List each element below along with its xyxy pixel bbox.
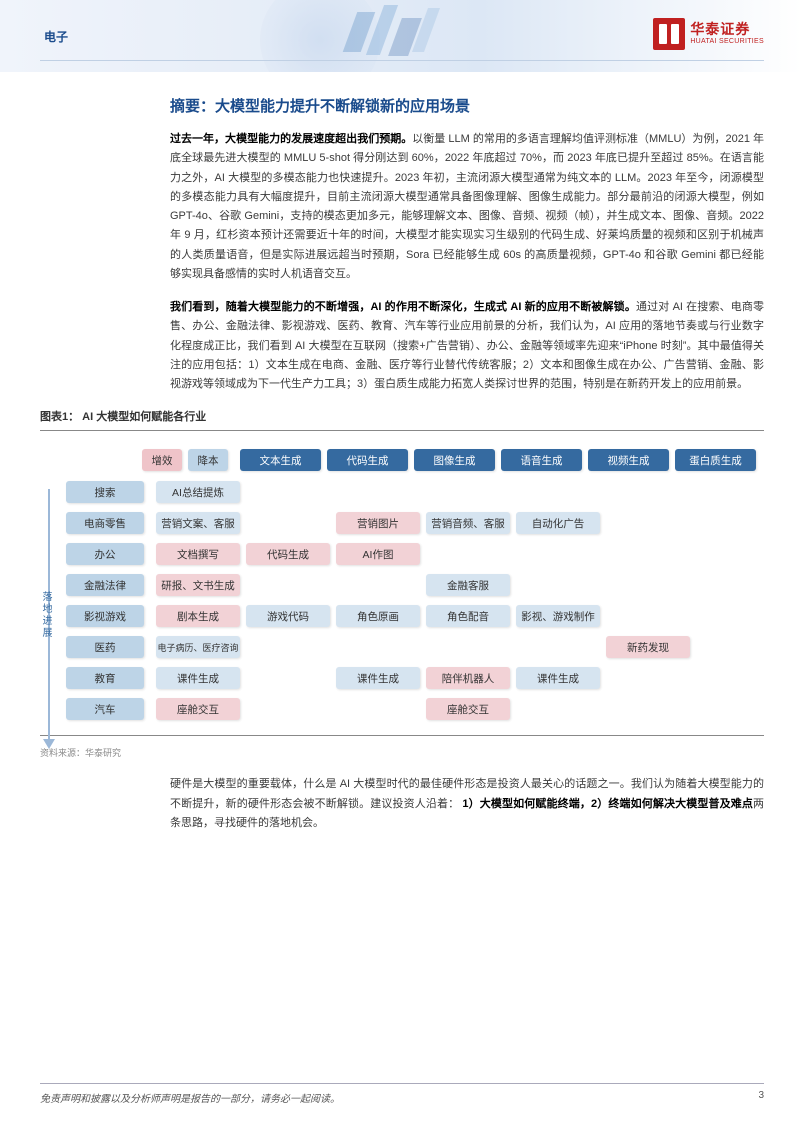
category-label: 电子: [44, 28, 68, 45]
para3-bold: 1）大模型如何赋能终端，2）终端如何解决大模型普及难点: [462, 798, 753, 810]
logo-mark-icon: [653, 18, 685, 50]
row-label: 金融法律: [66, 574, 144, 596]
row-label: 医药: [66, 636, 144, 658]
cell: 角色原画: [336, 605, 420, 627]
cell: 代码生成: [246, 543, 330, 565]
head-text-gen: 文本生成: [240, 449, 321, 471]
row-label: 教育: [66, 667, 144, 689]
cell: 营销音频、客服: [426, 512, 510, 534]
cell: 角色配音: [426, 605, 510, 627]
footer-page-number: 3: [758, 1090, 764, 1105]
chart-bottom-rule: [40, 735, 764, 736]
cell: 课件生成: [516, 667, 600, 689]
cell: 自动化广告: [516, 512, 600, 534]
page-title: 摘要：大模型能力提升不断解锁新的应用场景: [170, 95, 764, 116]
row-office: 办公 文档撰写 代码生成 AI作图: [66, 543, 756, 565]
para1-body: 以衡量 LLM 的常用的多语言理解均值评测标准（MMLU）为例，2021 年底全…: [170, 133, 764, 280]
brand-logo: 华泰证券 HUATAI SECURITIES: [653, 18, 764, 50]
cell: 剧本生成: [156, 605, 240, 627]
paragraph-1: 过去一年，大模型能力的发展速度超出我们预期。以衡量 LLM 的常用的多语言理解均…: [170, 130, 764, 284]
page-footer: 免责声明和披露以及分析师声明是报告的一部分，请务必一起阅读。 3: [40, 1083, 764, 1105]
head-code-gen: 代码生成: [327, 449, 408, 471]
row-ecommerce: 电商零售 营销文案、客服 营销图片 营销音频、客服 自动化广告: [66, 512, 756, 534]
logo-text-en: HUATAI SECURITIES: [690, 38, 764, 46]
row-pharma: 医药 电子病历、医疗咨询 新药发现: [66, 636, 756, 658]
cell: 营销文案、客服: [156, 512, 240, 534]
para1-lead: 过去一年，大模型能力的发展速度超出我们预期。: [170, 133, 412, 145]
cell: 金融客服: [426, 574, 510, 596]
row-education: 教育 课件生成 课件生成 陪伴机器人 课件生成: [66, 667, 756, 689]
row-auto: 汽车 座舱交互 座舱交互: [66, 698, 756, 720]
row-label: 汽车: [66, 698, 144, 720]
cell: 座舱交互: [426, 698, 510, 720]
cell: AI作图: [336, 543, 420, 565]
cell: 研报、文书生成: [156, 574, 240, 596]
head-protein-gen: 蛋白质生成: [675, 449, 756, 471]
header-rule: [40, 60, 764, 61]
chart-title-rule: [40, 430, 764, 431]
cell: 影视、游戏制作: [516, 605, 600, 627]
legend-zengxiao: 增效: [142, 449, 182, 471]
row-search: 搜索 AI总结提炼: [66, 481, 756, 503]
cell: 陪伴机器人: [426, 667, 510, 689]
para2-body: 通过对 AI 在搜索、电商零售、办公、金融法律、影视游戏、医药、教育、汽车等行业…: [170, 301, 764, 390]
para2-lead: 我们看到，随着大模型能力的不断增强，AI 的作用不断深化，生成式 AI 新的应用…: [170, 301, 636, 313]
legend-jiangben: 降本: [188, 449, 228, 471]
footer-disclaimer: 免责声明和披露以及分析师声明是报告的一部分，请务必一起阅读。: [40, 1090, 340, 1105]
logo-text-cn: 华泰证券: [690, 22, 764, 37]
paragraph-2: 我们看到，随着大模型能力的不断增强，AI 的作用不断深化，生成式 AI 新的应用…: [170, 298, 764, 394]
head-video-gen: 视频生成: [588, 449, 669, 471]
cell: 营销图片: [336, 512, 420, 534]
cell: 新药发现: [606, 636, 690, 658]
paragraph-3: 硬件是大模型的重要载体，什么是 AI 大模型时代的最佳硬件形态是投资人最关心的话…: [170, 775, 764, 833]
chart-source: 资料来源：华泰研究: [40, 746, 764, 759]
chart-header-row: 增效 降本 文本生成 代码生成 图像生成 语音生成 视频生成 蛋白质生成: [142, 449, 756, 471]
cell: 游戏代码: [246, 605, 330, 627]
chart-title: 图表1： AI 大模型如何赋能各行业: [40, 408, 764, 424]
cell: 电子病历、医疗咨询: [156, 636, 240, 658]
row-label: 搜索: [66, 481, 144, 503]
cell: 课件生成: [336, 667, 420, 689]
chart-matrix: 落地进展 增效 降本 文本生成 代码生成 图像生成 语音生成 视频生成 蛋白质生…: [40, 441, 760, 733]
cell: 文档撰写: [156, 543, 240, 565]
row-label: 影视游戏: [66, 605, 144, 627]
head-image-gen: 图像生成: [414, 449, 495, 471]
head-voice-gen: 语音生成: [501, 449, 582, 471]
cell: AI总结提炼: [156, 481, 240, 503]
cell: 课件生成: [156, 667, 240, 689]
cell: 座舱交互: [156, 698, 240, 720]
progress-arrow-label: 落地进展: [38, 591, 53, 639]
row-label: 办公: [66, 543, 144, 565]
row-finance: 金融法律 研报、文书生成 金融客服: [66, 574, 756, 596]
row-label: 电商零售: [66, 512, 144, 534]
row-media: 影视游戏 剧本生成 游戏代码 角色原画 角色配音 影视、游戏制作: [66, 605, 756, 627]
